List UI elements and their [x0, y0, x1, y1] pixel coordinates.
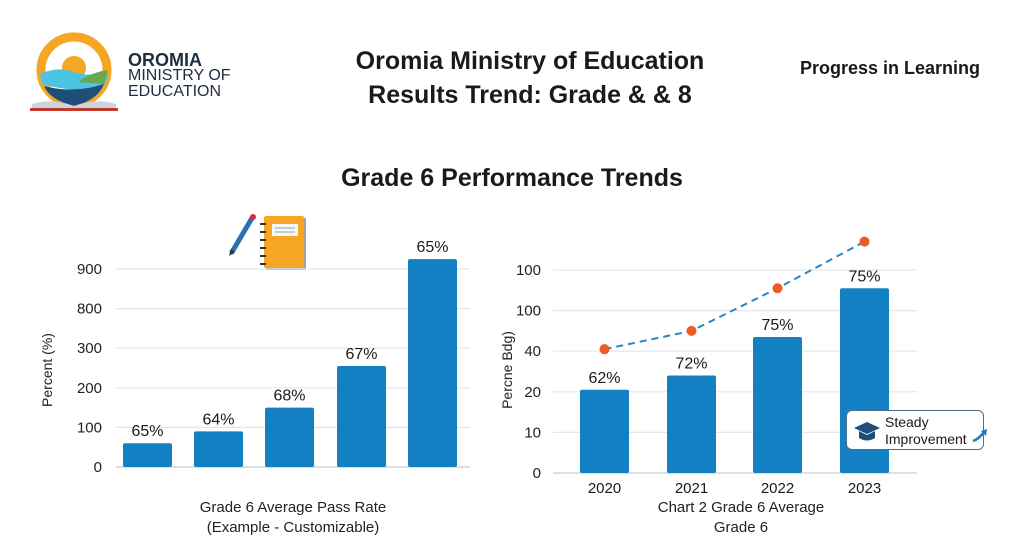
x-tick-label: 2021 [675, 480, 708, 497]
logo-emblem [30, 32, 118, 111]
data-label: 68% [273, 388, 305, 405]
page-title: Oromia Ministry of Education Results Tre… [330, 44, 730, 112]
x-tick-label: 2022 [761, 480, 794, 497]
title-line1: Oromia Ministry of Education [355, 47, 705, 75]
x-axis-title-line2: (Example - Customizable) [207, 519, 380, 536]
bar [194, 431, 243, 467]
logo-line3: EDUCATION [128, 83, 222, 100]
y-tick-label: 100 [77, 419, 102, 436]
bar [667, 375, 716, 473]
data-label: 65% [416, 239, 448, 256]
y-axis-label: Percne Bdg) [499, 331, 515, 409]
pencil-notebook-icons [229, 214, 306, 270]
graduation-cap-icon [854, 422, 880, 441]
y-tick-label: 40 [524, 343, 541, 360]
data-label: 67% [345, 346, 377, 363]
logo-line1: OROMIA [128, 50, 202, 70]
y-tick-label: 100 [516, 303, 541, 320]
y-tick-label: 200 [77, 380, 102, 397]
y-tick-label: 10 [524, 424, 541, 441]
notebook-icon [260, 216, 306, 270]
logo-text: OROMIA MINISTRY OF EDUCATION [128, 50, 231, 100]
y-tick-label: 300 [77, 340, 102, 357]
trend-marker [772, 283, 783, 294]
y-axis-label: Percent (%) [39, 333, 55, 407]
y-tick-label: 800 [77, 301, 102, 318]
trend-marker [599, 344, 610, 355]
data-label: 65% [131, 423, 163, 440]
trend-arrow-icon [972, 429, 987, 443]
y-tick-label: 0 [94, 459, 102, 476]
bar [123, 443, 172, 467]
x-axis-title-line1: Grade 6 Average Pass Rate [200, 499, 387, 516]
pencil-icon [229, 214, 256, 256]
x-tick-label: 2020 [588, 480, 621, 497]
x-tick-label: 2023 [848, 480, 881, 497]
trend-marker [686, 325, 697, 336]
data-label: 62% [588, 370, 620, 387]
trend-line [604, 240, 865, 351]
y-tick-label: 900 [77, 261, 102, 278]
data-label: 75% [848, 268, 880, 285]
data-label: 64% [202, 411, 234, 428]
callout-line2: Improvement [885, 431, 967, 447]
section-title: Grade 6 Performance Trends [341, 164, 683, 192]
steady-improvement-callout: Steady Improvement [846, 410, 987, 450]
data-label: 75% [761, 317, 793, 334]
title-line2: Results Trend: Grade & & 8 [368, 81, 692, 109]
trend-marker [859, 236, 870, 247]
data-label: 72% [675, 356, 707, 373]
bar [753, 336, 802, 473]
tagline: Progress in Learning [799, 58, 981, 78]
bar [265, 407, 314, 467]
bar [408, 259, 457, 467]
x-axis-title-line2: Grade 6 [714, 519, 768, 536]
callout-line1: Steady [885, 414, 929, 430]
y-tick-label: 20 [524, 384, 541, 401]
y-tick-label: 0 [533, 465, 541, 482]
bar [580, 389, 629, 473]
x-axis-title-line1: Chart 2 Grade 6 Average [658, 499, 825, 516]
y-tick-label: 100 [516, 262, 541, 279]
logo-line2: MINISTRY OF [128, 67, 231, 84]
bar [337, 366, 386, 467]
